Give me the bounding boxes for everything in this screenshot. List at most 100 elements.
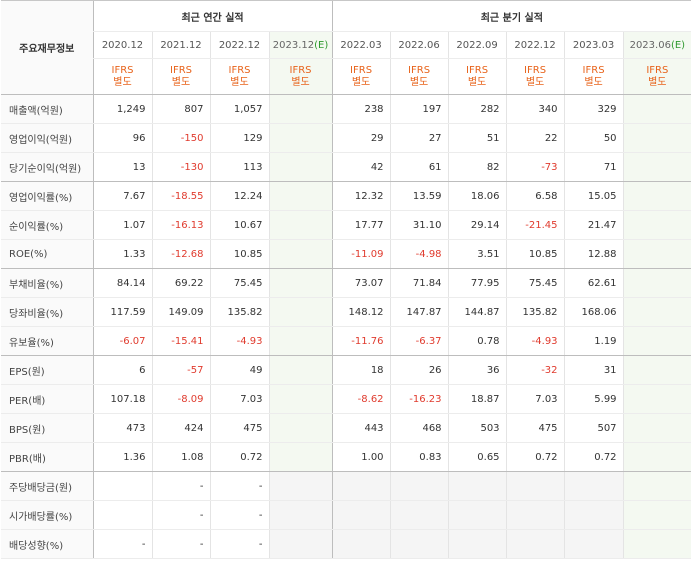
table-cell: 42 [331,152,391,182]
table-cell: 7.03 [209,384,269,414]
table-cell [563,529,624,559]
table-cell: 51 [447,123,507,153]
row-label: 영업이익률(%) [1,181,93,211]
period-header-quarterly: 2022.03 [331,31,391,59]
table-row: 당기순이익(억원) 13 -130 113 42 61 82 -73 71 [1,152,692,182]
period-header-annual: 2023.12(E) [268,31,333,59]
table-cell: 340 [505,94,565,124]
period-header-annual: 2021.12 [151,31,210,59]
table-cell: 1.36 [92,442,152,472]
row-label: 당좌비율(%) [1,297,93,327]
table-cell: 503 [447,413,507,443]
table-row: PBR(배) 1.36 1.08 0.72 1.00 0.83 0.65 0.72 0.72 [1,442,692,472]
table-cell: 197 [389,94,449,124]
table-cell: 0.83 [389,442,449,472]
period-label: 2023.12 [272,39,315,51]
table-cell [268,123,333,153]
estimate-mark: (E) [314,39,329,51]
row-label: 부채비율(%) [1,268,93,298]
table-cell: -11.76 [331,326,391,356]
row-label: 배당성향(%) [1,529,93,559]
table-row: 매출액(억원) 1,249 807 1,057 238 197 282 340 329 [1,94,692,124]
basis-label: IFRS 별도 [151,58,210,95]
table-cell [331,529,391,559]
table-cell [622,181,692,211]
table-cell [268,471,333,501]
table-cell [622,210,692,240]
period-header-annual: 2022.12 [209,31,269,59]
table-cell: 22 [505,123,565,153]
table-cell: 329 [563,94,624,124]
table-cell: 6.58 [505,181,565,211]
table-cell [92,471,152,501]
estimate-mark: (E) [670,39,686,51]
table-row: 순이익률(%) 1.07 -16.13 10.67 17.77 31.10 29.14 -21… [1,210,692,240]
table-cell [622,152,692,182]
table-cell: 129 [209,123,269,153]
table-cell: 424 [151,413,210,443]
table-cell: 31 [563,355,624,385]
table-cell: 21.47 [563,210,624,240]
table-cell [389,500,449,530]
table-cell: 1.33 [92,239,152,269]
row-label: EPS(원) [1,355,93,385]
table-cell: 107.18 [92,384,152,414]
table-cell: -18.55 [151,181,210,211]
table-cell: 61 [389,152,449,182]
table-cell: 135.82 [505,297,565,327]
row-label: ROE(%) [1,239,93,269]
basis-label: IFRS 별도 [505,58,565,95]
table-cell: 77.95 [447,268,507,298]
table-cell: 36 [447,355,507,385]
table-cell: - [209,529,269,559]
table-row: PER(배) 107.18 -8.09 7.03 -8.62 -16.23 18.87 7.0… [1,384,692,414]
period-label: 2022.12 [218,39,261,51]
basis-label: IFRS 별도 [331,58,391,95]
table-cell: 507 [563,413,624,443]
table-cell: 12.32 [331,181,391,211]
table-cell: 0.72 [209,442,269,472]
table-cell: -4.93 [209,326,269,356]
table-cell [505,471,565,501]
row-label: 유보율(%) [1,326,93,356]
period-header-quarterly: 2023.03 [563,31,624,59]
table-cell: -32 [505,355,565,385]
table-cell: 144.87 [447,297,507,327]
table-cell: - [151,529,210,559]
table-cell: 49 [209,355,269,385]
basis-label: IFRS 별도 [447,58,507,95]
table-cell: 10.85 [505,239,565,269]
table-cell: 0.78 [447,326,507,356]
table-cell [622,500,692,530]
table-row: 시가배당률(%) - - [1,500,692,530]
table-cell: 1,057 [209,94,269,124]
table-cell: 84.14 [92,268,152,298]
table-cell: -130 [151,152,210,182]
table-cell: 475 [505,413,565,443]
table-cell: 82 [447,152,507,182]
table-cell: 7.67 [92,181,152,211]
table-cell [268,355,333,385]
table-cell: 71 [563,152,624,182]
table-row: 배당성향(%) - - - [1,529,692,559]
table-cell: - [209,500,269,530]
table-cell: - [151,471,210,501]
period-header-quarterly: 2022.06 [389,31,449,59]
table-cell [447,500,507,530]
table-cell: 148.12 [331,297,391,327]
row-label: 주당배당금(원) [1,471,93,501]
table-cell [622,413,692,443]
table-cell [622,268,692,298]
period-header-annual: 2020.12 [92,31,152,59]
table-cell: 1,249 [92,94,152,124]
period-label: 2022.03 [340,39,382,51]
table-cell [622,384,692,414]
table-cell [268,529,333,559]
table-cell: 18 [331,355,391,385]
table-cell: 147.87 [389,297,449,327]
table-cell: -12.68 [151,239,210,269]
table-cell [622,94,692,124]
table-cell: 117.59 [92,297,152,327]
table-cell [447,471,507,501]
table-cell: 10.67 [209,210,269,240]
